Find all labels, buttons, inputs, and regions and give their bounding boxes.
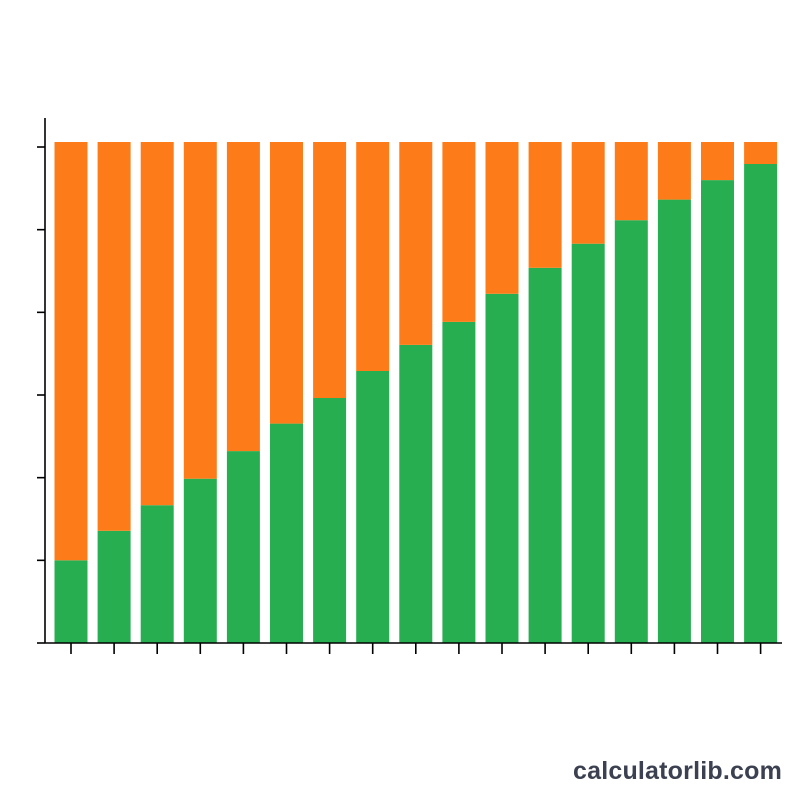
bar-segment-series1-12 [528,267,562,643]
bar-segment-series1-10 [442,321,476,643]
bar-segment-series1-14 [614,220,648,643]
bar-segment-series2-3 [140,142,174,506]
bars-group [54,142,778,643]
bar-segment-series2-8 [356,142,390,371]
bar-segment-series2-5 [226,142,260,452]
axes-group [37,118,782,654]
bar-segment-series2-17 [744,142,778,164]
bar-segment-series1-7 [313,398,347,643]
bar-segment-series1-4 [183,478,217,643]
bar-segment-series1-8 [356,371,390,643]
bar-segment-series1-5 [226,451,260,643]
bar-segment-series2-7 [313,142,347,398]
bar-segment-series1-13 [571,243,605,643]
bar-segment-series1-1 [54,560,88,643]
bar-segment-series2-11 [485,142,519,294]
bar-segment-series2-9 [399,142,433,345]
bar-segment-series2-12 [528,142,562,268]
bar-segment-series2-4 [183,142,217,479]
bar-segment-series2-10 [442,142,476,322]
bar-segment-series2-15 [657,142,691,200]
watermark-text: calculatorlib.com [572,757,782,785]
bar-segment-series1-16 [701,180,734,643]
bar-segment-series1-6 [270,423,303,643]
bar-segment-series1-11 [485,293,519,643]
bar-segment-series1-2 [97,530,131,643]
bar-segment-series2-1 [54,142,88,561]
bar-segment-series2-13 [571,142,605,244]
bar-segment-series2-14 [614,142,648,221]
bar-segment-series1-3 [140,505,174,643]
bar-segment-series1-15 [657,199,691,643]
bar-segment-series1-17 [744,164,778,643]
bar-segment-series1-9 [399,344,433,643]
bar-segment-series2-2 [97,142,131,531]
bar-segment-series2-16 [701,142,734,181]
bar-segment-series2-6 [270,142,303,424]
